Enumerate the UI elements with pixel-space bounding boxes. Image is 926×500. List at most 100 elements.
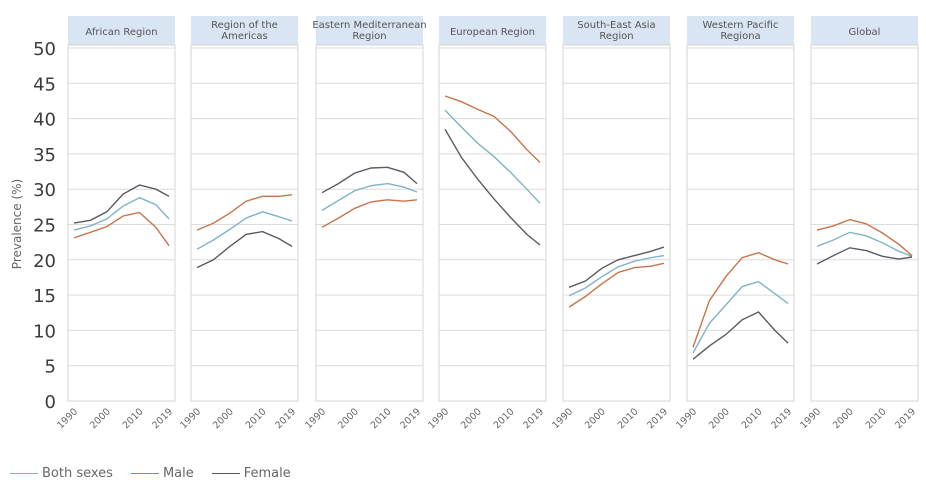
x-tick-label: 2010 [864, 406, 889, 431]
x-tick-label: 1990 [550, 406, 575, 431]
series-line-both-sexes [568, 254, 665, 297]
panel-frame [810, 44, 919, 402]
legend: Both sexes Male Female [10, 466, 291, 481]
x-tick-label: 2000 [211, 406, 236, 431]
x-tick-label: 2019 [521, 406, 546, 431]
panel-title: South-East Asia [577, 20, 655, 31]
x-tick-label: 2019 [273, 406, 298, 431]
x-tick-label: 2010 [369, 406, 394, 431]
series-line-female [692, 311, 789, 360]
x-tick-label: 1990 [798, 406, 823, 431]
y-tick-label: 5 [45, 357, 56, 378]
series-line-male [692, 251, 789, 348]
series-line-female [73, 184, 170, 224]
x-tick-label: 2010 [244, 406, 269, 431]
panel-title: Global [849, 27, 881, 38]
series-line-female [568, 246, 665, 288]
chart: 0 5 10 15 20 25 30 35 40 45 50 Prevalence (%) Afri… [10, 16, 919, 431]
series-line-female [816, 247, 913, 265]
panel-header [811, 16, 918, 45]
y-tick-label: 50 [33, 39, 56, 60]
y-tick-label: 20 [33, 251, 56, 272]
series-line-male [73, 211, 170, 247]
series-line-both-sexes [444, 109, 541, 204]
panel: European Region 1990 2000 2010 2019 [426, 16, 547, 431]
panel-title: Americas [221, 31, 267, 42]
series-line-male [568, 262, 665, 308]
x-tick-label: 2000 [583, 406, 608, 431]
x-tick-label: 2000 [459, 406, 484, 431]
panel-header [439, 16, 546, 45]
x-tick-label: 2000 [831, 406, 856, 431]
legend-item-both-sexes: Both sexes [10, 466, 113, 481]
y-tick-label: 35 [33, 145, 56, 166]
panel-frame [190, 44, 299, 402]
panel-title: African Region [85, 27, 157, 38]
panel-frame [315, 44, 424, 402]
panel-title: Regiona [720, 31, 760, 42]
x-tick-label: 2019 [893, 406, 918, 431]
panel: Global 1990 2000 2010 2019 [798, 16, 919, 431]
panel-frame [686, 44, 795, 402]
y-tick-label: 30 [33, 180, 56, 201]
series-line-female [321, 166, 418, 194]
series-line-male [816, 218, 913, 257]
x-tick-label: 1990 [303, 406, 328, 431]
panel-frame [67, 44, 176, 402]
panel-frame [438, 44, 547, 402]
series-line-female [444, 128, 541, 246]
panel-title: European Region [450, 27, 535, 38]
x-tick-label: 1990 [178, 406, 203, 431]
x-tick-label: 2019 [645, 406, 670, 431]
x-tick-label: 2010 [121, 406, 146, 431]
x-tick-label: 2010 [492, 406, 517, 431]
x-tick-label: 2000 [707, 406, 732, 431]
series-line-male [321, 199, 418, 228]
x-tick-label: 1990 [426, 406, 451, 431]
y-tick-label: 10 [33, 321, 56, 342]
panel-header [191, 16, 298, 45]
panel-title: Western Pacific [703, 20, 779, 31]
legend-swatch-female [211, 472, 240, 475]
legend-swatch-male [130, 472, 159, 475]
x-tick-label: 2010 [740, 406, 765, 431]
series-line-both-sexes [692, 280, 789, 354]
y-axis-label: Prevalence (%) [10, 179, 24, 269]
panel-title: Region [599, 31, 633, 42]
legend-item-male: Male [130, 466, 194, 481]
y-tick-label: 45 [33, 74, 56, 95]
x-tick-label: 1990 [55, 406, 80, 431]
x-tick-label: 2019 [769, 406, 794, 431]
legend-label-male: Male [162, 466, 194, 481]
y-tick-label: 40 [33, 110, 56, 131]
x-tick-label: 1990 [674, 406, 699, 431]
panel-frame [562, 44, 671, 402]
series-line-both-sexes [816, 231, 913, 257]
panel-title: Region [352, 31, 386, 42]
panel: African Region 1990 2000 2010 2019 [55, 16, 176, 431]
y-tick-label: 25 [33, 216, 56, 237]
y-tick-label: 15 [33, 286, 56, 307]
series-line-female [196, 230, 293, 269]
panel-title: Region of the [211, 20, 278, 31]
x-tick-label: 2000 [88, 406, 113, 431]
legend-swatch-both-sexes [10, 472, 38, 475]
panel-header [563, 16, 670, 45]
panel-header [68, 16, 175, 45]
x-tick-label: 2010 [616, 406, 641, 431]
series-line-both-sexes [73, 196, 170, 231]
series-line-male [196, 194, 293, 231]
series-line-both-sexes [321, 182, 418, 211]
x-tick-label: 2019 [398, 406, 423, 431]
series-line-both-sexes [196, 211, 293, 250]
legend-label-female: Female [243, 466, 291, 481]
y-tick-label: 0 [45, 392, 56, 413]
legend-label-both-sexes: Both sexes [42, 466, 113, 481]
y-axis: 0 5 10 15 20 25 30 35 40 45 50 [33, 39, 56, 413]
x-tick-label: 2019 [150, 406, 175, 431]
